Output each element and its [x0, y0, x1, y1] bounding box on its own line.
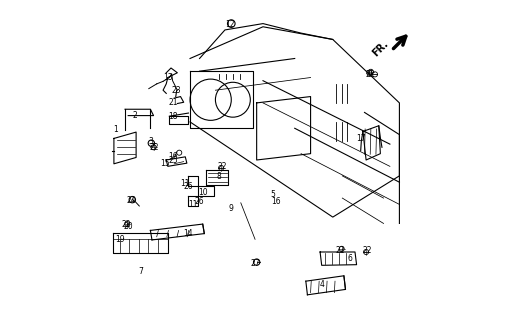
Text: 26: 26 [194, 197, 204, 206]
Text: 17: 17 [357, 134, 366, 143]
Text: 23: 23 [172, 86, 181, 95]
Text: 22: 22 [362, 246, 372, 255]
Text: 9: 9 [229, 204, 234, 213]
Text: 25: 25 [169, 156, 178, 165]
Text: 27: 27 [250, 259, 260, 268]
Text: 18: 18 [168, 112, 177, 121]
Text: 11: 11 [180, 179, 190, 188]
Text: 12: 12 [225, 20, 235, 29]
Text: 22: 22 [366, 70, 375, 79]
Text: 3: 3 [148, 137, 153, 146]
Text: 13: 13 [163, 73, 173, 82]
Text: 19: 19 [115, 236, 125, 244]
Text: 8: 8 [216, 172, 221, 181]
Text: 21: 21 [169, 99, 178, 108]
Text: 11: 11 [188, 200, 198, 209]
Text: FR.: FR. [370, 39, 390, 59]
Text: 20: 20 [124, 222, 133, 231]
Text: 7: 7 [138, 267, 143, 276]
Text: 22: 22 [150, 143, 159, 152]
Text: 26: 26 [184, 182, 193, 191]
Text: 6: 6 [348, 254, 352, 263]
Text: 15: 15 [160, 159, 169, 168]
Text: 24: 24 [127, 196, 136, 205]
Text: 22: 22 [336, 246, 346, 255]
Text: 16: 16 [168, 152, 177, 161]
Text: 5: 5 [270, 190, 275, 199]
Text: 22: 22 [217, 163, 227, 172]
Text: 22: 22 [121, 220, 130, 228]
Text: 14: 14 [184, 229, 193, 238]
Text: 16: 16 [271, 197, 280, 206]
Text: 10: 10 [198, 188, 208, 197]
Text: 1: 1 [113, 125, 118, 134]
Text: 2: 2 [132, 111, 137, 120]
Text: 4: 4 [319, 280, 324, 289]
